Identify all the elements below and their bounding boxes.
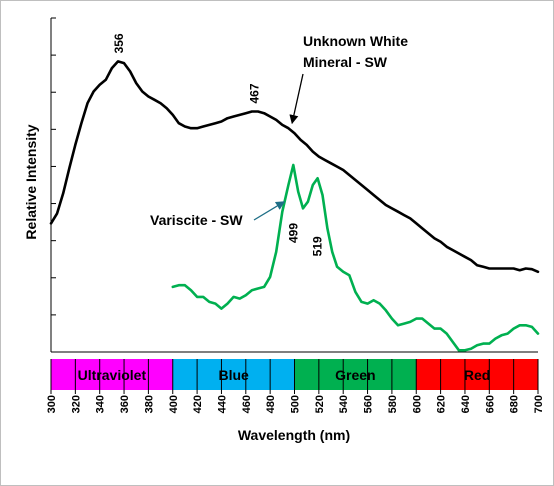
series-lines [49, 60, 540, 352]
color-bands: Ultraviolet Blue Green Red [51, 359, 538, 390]
series-line-unknown-white-mineral [49, 60, 540, 274]
x-tick-label: 480 [265, 395, 277, 413]
x-tick-label: 680 [509, 395, 521, 413]
x-tick-label: 540 [338, 395, 350, 413]
x-tick-label: 460 [241, 395, 253, 413]
x-tick-label: 500 [290, 395, 302, 413]
series-line-variscite [171, 163, 540, 352]
series-label-unknown-line2: Mineral - SW [303, 54, 388, 70]
x-tick-label: 700 [533, 395, 545, 413]
x-tick-label: 640 [460, 395, 472, 413]
unknown-mineral-arrow [289, 73, 304, 125]
y-axis-title: Relative Intensity [23, 124, 39, 239]
x-tick-label: 320 [70, 395, 82, 413]
band-green [294, 359, 417, 390]
x-tick-label: 300 [46, 395, 58, 413]
x-tick-label: 440 [216, 395, 228, 413]
x-tick-label: 360 [119, 395, 131, 413]
series-label-variscite: Variscite - SW [150, 212, 243, 228]
band-label-red: Red [464, 367, 490, 383]
band-label-ultraviolet: Ultraviolet [78, 367, 147, 383]
x-axis-title: Wavelength (nm) [238, 427, 350, 443]
annotations: Unknown White Mineral - SW Variscite - S… [112, 33, 408, 256]
x-tick-label: 380 [143, 395, 155, 413]
variscite-arrow [253, 201, 286, 221]
peak-label-519: 519 [311, 236, 325, 256]
peak-label-356: 356 [112, 33, 126, 53]
x-tick-label: 400 [168, 395, 180, 413]
x-tick-label: 520 [314, 395, 326, 413]
band-label-green: Green [335, 367, 375, 383]
band-ultraviolet [51, 359, 173, 390]
x-tick-label: 340 [95, 395, 107, 413]
axes: 300 320 340 360 380 400 420 440 460 480 500 520 540 5… [46, 17, 545, 413]
band-red [416, 359, 538, 390]
x-tick-label: 620 [436, 395, 448, 413]
x-tick-label: 580 [387, 395, 399, 413]
peak-label-467: 467 [247, 83, 261, 103]
x-tick-label: 560 [363, 395, 375, 413]
series-label-unknown-line1: Unknown White [303, 33, 408, 49]
band-blue [172, 359, 295, 390]
x-tick-label: 420 [192, 395, 204, 413]
band-label-blue: Blue [218, 367, 249, 383]
x-tick-label: 600 [411, 395, 423, 413]
x-tick-label: 660 [484, 395, 496, 413]
peak-label-499: 499 [286, 223, 300, 243]
